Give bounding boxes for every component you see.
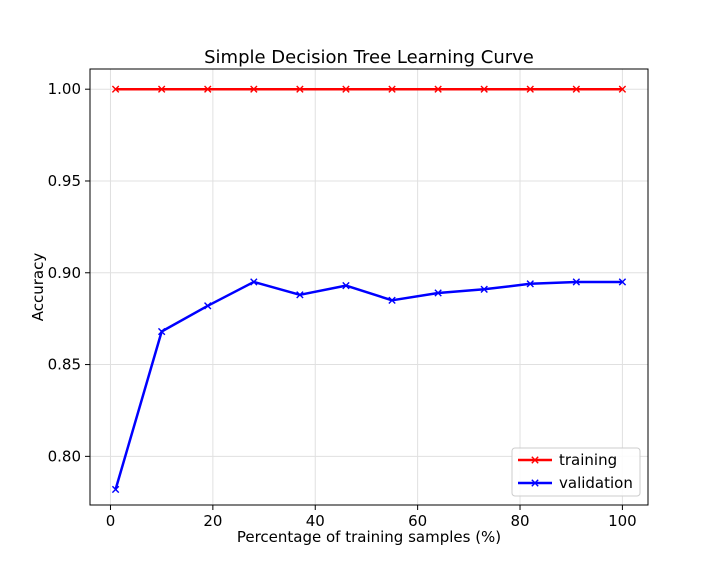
x-tick-label: 100 — [608, 512, 637, 530]
y-tick-label: 0.95 — [48, 172, 81, 190]
series-layer — [111, 85, 627, 494]
legend-marker-validation — [531, 479, 539, 487]
training-data-point — [296, 85, 304, 93]
y-tick-label: 1.00 — [48, 80, 81, 98]
validation-data-point — [157, 327, 166, 336]
validation-data-point — [388, 296, 396, 305]
validation-data-point — [296, 291, 304, 299]
y-axis-label: Accuracy — [29, 253, 47, 322]
training-data-point — [388, 85, 396, 93]
y-tick-label: 0.90 — [48, 264, 81, 282]
x-tick-label: 0 — [106, 512, 116, 530]
validation-data-point — [618, 278, 627, 286]
y-tick-label: 0.85 — [48, 356, 81, 374]
axis-ticks: 0 20 40 60 80 100 0.80 0.85 0.90 0.95 1.00 — [48, 80, 637, 530]
y-tick-label: 0.80 — [48, 447, 81, 465]
training-data-point — [572, 85, 581, 93]
legend-item-validation: validation — [518, 474, 633, 492]
validation-data-point — [111, 485, 120, 494]
legend-label-training: training — [559, 451, 617, 469]
x-tick-label: 60 — [408, 512, 427, 530]
x-tick-label: 40 — [306, 512, 325, 530]
chart-title: Simple Decision Tree Learning Curve — [204, 47, 534, 68]
legend-label-validation: validation — [559, 474, 633, 492]
x-tick-label: 20 — [203, 512, 222, 530]
training-data-point — [618, 85, 627, 93]
validation-series-line — [114, 280, 623, 490]
validation-data-point — [204, 302, 212, 310]
validation-data-point — [526, 280, 534, 288]
training-data-point — [157, 85, 166, 93]
validation-data-point — [434, 289, 442, 297]
legend-item-training: training — [518, 451, 617, 469]
training-data-point — [250, 85, 258, 93]
training-data-point — [111, 85, 120, 93]
validation-data-point — [342, 281, 350, 290]
validation-data-point — [480, 285, 488, 293]
validation-data-point — [572, 278, 581, 286]
training-data-point — [526, 85, 534, 93]
validation-data-point — [250, 278, 258, 286]
training-data-point — [480, 85, 488, 93]
legend: training validation — [511, 447, 641, 497]
legend-marker-training — [531, 456, 539, 464]
training-data-point — [204, 85, 212, 93]
plot-area-frame — [89, 68, 649, 506]
x-axis-label: Percentage of training samples (%) — [237, 528, 501, 546]
training-data-point — [342, 85, 350, 93]
x-tick-label: 80 — [510, 512, 529, 530]
training-data-point — [434, 85, 442, 93]
